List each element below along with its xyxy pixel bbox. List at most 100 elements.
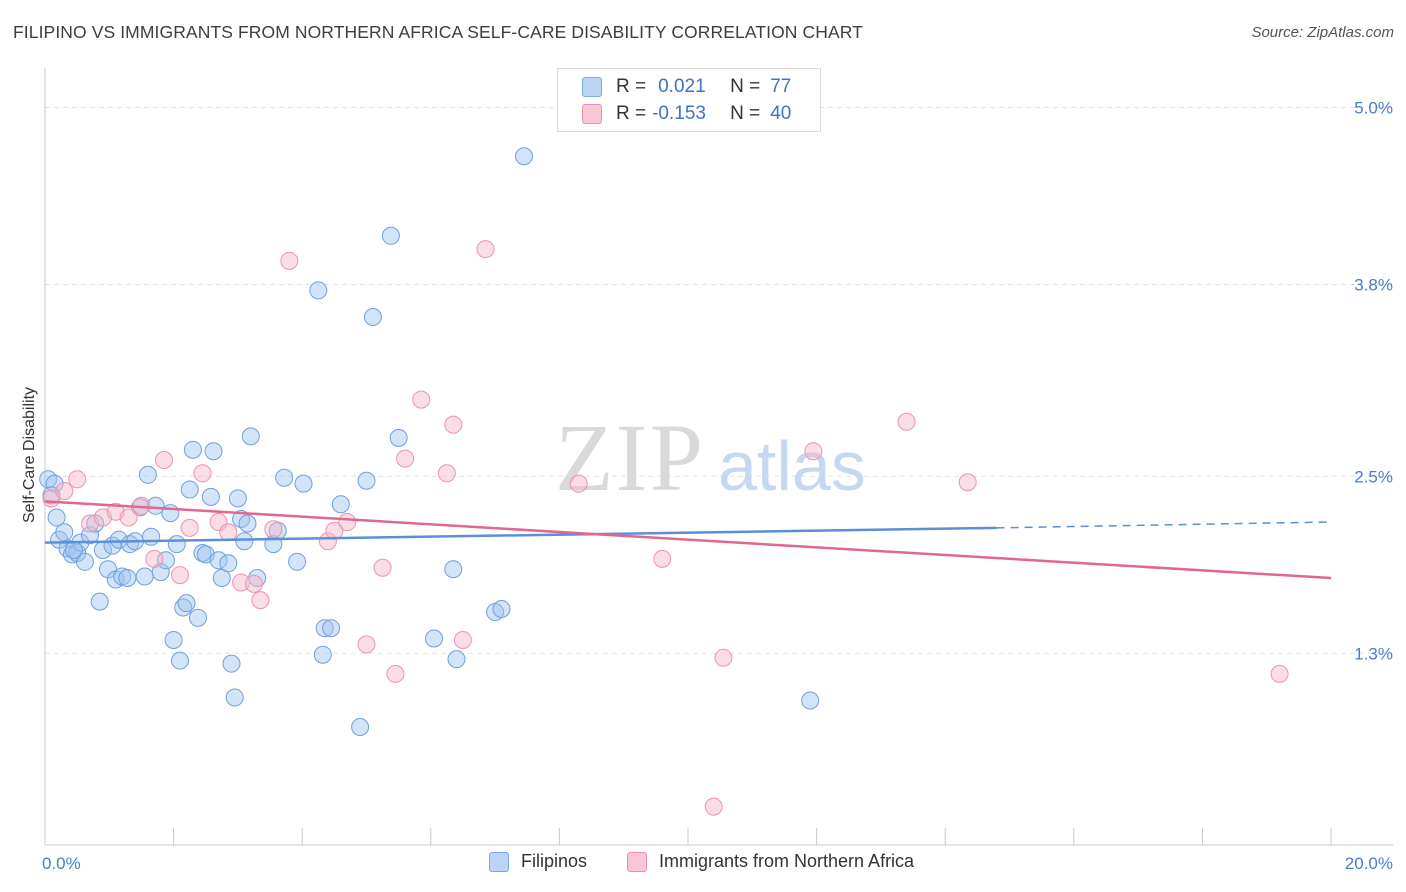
immigrant-point — [145, 549, 164, 568]
filipino-point — [90, 592, 109, 611]
immigrant-point — [280, 251, 299, 270]
filipino-point — [180, 480, 199, 499]
filipino-point — [309, 281, 328, 300]
immigrant-point — [386, 664, 405, 683]
source-label: Source: ZipAtlas.com — [1251, 24, 1394, 41]
series-legend-filipinos[interactable]: Filipinos — [489, 851, 587, 872]
immigrant-point — [653, 549, 672, 568]
filipino-point — [171, 651, 189, 670]
immigrant-point — [453, 631, 472, 649]
immigrant-point — [437, 464, 456, 483]
filipino-point — [444, 560, 463, 579]
filipino-point — [55, 523, 74, 542]
filipino-point — [183, 440, 202, 459]
legend-r-value-immigrants: -0.153 — [652, 103, 706, 124]
chart-title: FILIPINO VS IMMIGRANTS FROM NORTHERN AFR… — [13, 22, 863, 42]
immigrant-point — [569, 474, 588, 493]
filipino-point — [109, 530, 128, 549]
data-points — [39, 147, 1289, 816]
series-legend-label: Filipinos — [521, 851, 588, 871]
filipino-point — [313, 645, 332, 664]
immigrant-point — [338, 513, 357, 531]
watermark-zip: ZIP — [555, 404, 705, 511]
filipino-trend-line — [44, 526, 997, 544]
series-swatch-filipinos — [489, 851, 509, 872]
immigrant-point — [897, 412, 916, 431]
immigrant-point — [180, 518, 199, 537]
filipino-point — [381, 226, 400, 245]
filipino-point — [492, 600, 511, 618]
y-tick-label: 3.8% — [1354, 276, 1393, 295]
filipino-point — [167, 535, 186, 554]
filipino-point — [232, 510, 251, 528]
legend-swatch-filipinos — [582, 77, 602, 97]
immigrant-point — [155, 451, 173, 469]
filipino-point — [164, 631, 183, 649]
filipino-point — [204, 442, 223, 461]
legend-r-label: R = — [616, 103, 647, 124]
filipino-point — [118, 569, 137, 587]
immigrant-point — [245, 574, 263, 593]
y-tick-label: 1.3% — [1354, 644, 1393, 663]
filipino-point — [515, 147, 533, 166]
filipino-point — [222, 654, 241, 673]
legend-row-immigrants: R = -0.153 N = 40 — [582, 102, 791, 126]
filipino-point — [288, 552, 307, 571]
filipino-point — [64, 541, 83, 559]
immigrant-point — [219, 523, 238, 542]
legend-swatch-immigrants — [582, 104, 602, 124]
filipino-point — [357, 471, 376, 490]
filipino-point — [225, 688, 244, 707]
immigrant-point — [396, 449, 415, 468]
series-legend-label: Immigrants from Northern Africa — [659, 851, 915, 871]
filipino-trend-extension — [996, 521, 1332, 529]
filipino-point — [331, 495, 350, 514]
immigrant-trend-line — [44, 500, 1332, 580]
series-legend-immigrants[interactable]: Immigrants from Northern Africa — [627, 851, 914, 872]
filipino-point — [294, 474, 313, 493]
legend-n-label: N = — [730, 103, 761, 124]
filipino-point — [142, 527, 161, 546]
filipino-point — [219, 554, 238, 573]
filipino-point — [209, 551, 228, 570]
immigrant-point — [412, 390, 431, 409]
filipino-point — [228, 489, 247, 508]
immigrant-point — [804, 442, 823, 461]
filipino-point — [363, 308, 382, 326]
axes — [44, 68, 1393, 846]
filipino-point — [75, 552, 94, 571]
filipino-point — [151, 563, 170, 582]
immigrant-point — [1270, 664, 1289, 683]
filipino-point — [177, 594, 196, 613]
immigrant-point — [171, 566, 189, 585]
trend-lines — [44, 500, 1332, 580]
filipino-point — [47, 508, 66, 527]
immigrant-point — [714, 648, 733, 667]
gridlines — [45, 107, 1393, 654]
filipino-point — [801, 691, 820, 710]
tick-labels: 1.3% 2.5% 3.8% 5.0% 0.0% 20.0% — [42, 99, 1393, 874]
filipino-point — [425, 629, 443, 648]
filipino-point — [235, 532, 254, 551]
x-tick-label: 20.0% — [1345, 854, 1393, 873]
immigrant-point — [232, 573, 251, 592]
immigrant-point — [704, 797, 723, 816]
filipino-point — [138, 465, 157, 484]
immigrant-point — [251, 591, 270, 610]
immigrant-point — [958, 473, 977, 492]
filipino-point — [135, 567, 154, 586]
immigrant-point — [55, 482, 74, 500]
immigrant-point — [68, 470, 87, 489]
filipino-point — [275, 468, 294, 487]
filipino-point — [389, 428, 408, 447]
legend-n-label: N = — [730, 76, 761, 97]
immigrant-point — [373, 558, 392, 577]
filipino-point — [189, 608, 207, 627]
filipino-point — [238, 514, 257, 533]
immigrant-point — [476, 240, 495, 259]
legend-row-filipinos: R = 0.021 N = 77 — [582, 75, 791, 99]
filipino-point — [322, 619, 341, 638]
filipino-point — [161, 504, 180, 523]
filipino-point — [315, 619, 334, 638]
